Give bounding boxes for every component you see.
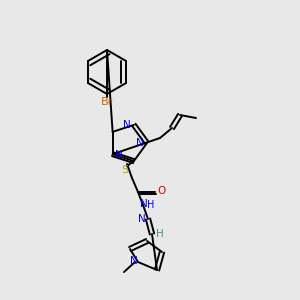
Text: N: N: [115, 150, 122, 160]
Text: H: H: [156, 229, 164, 239]
Text: Br: Br: [101, 97, 113, 107]
Text: N: N: [130, 256, 138, 266]
Text: H: H: [147, 200, 155, 210]
Text: N: N: [136, 138, 144, 148]
Text: N: N: [140, 199, 148, 209]
Text: N: N: [123, 120, 131, 130]
Text: N: N: [138, 214, 146, 224]
Text: O: O: [157, 186, 165, 196]
Text: S: S: [122, 165, 129, 175]
